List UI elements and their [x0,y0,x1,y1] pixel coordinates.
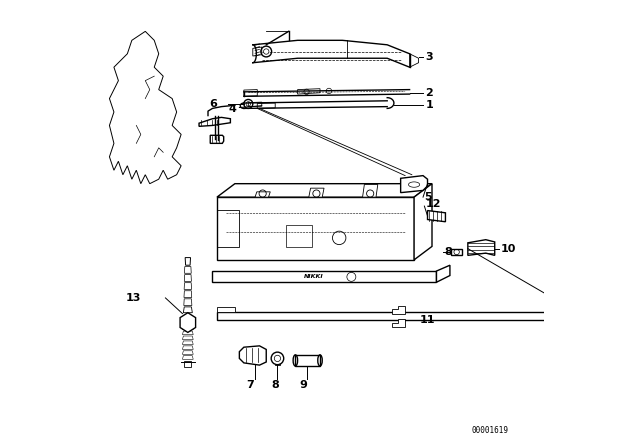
Polygon shape [180,313,196,332]
Polygon shape [414,184,432,260]
Text: 9: 9 [300,380,307,390]
Text: 6: 6 [209,99,217,109]
Circle shape [264,49,269,54]
Text: 8: 8 [271,380,279,390]
Polygon shape [436,265,450,282]
Polygon shape [451,249,463,255]
Polygon shape [184,291,192,297]
Text: 3: 3 [425,52,433,62]
Text: 10: 10 [500,244,516,254]
Polygon shape [309,188,324,197]
Polygon shape [255,192,270,197]
Polygon shape [363,185,378,197]
Text: NIKKI: NIKKI [303,274,323,280]
Text: 00001619: 00001619 [472,426,509,435]
Text: 8: 8 [445,247,452,257]
Text: 2: 2 [425,88,433,98]
Text: 5: 5 [424,192,432,202]
Polygon shape [296,355,320,366]
Polygon shape [217,197,414,260]
Text: 7: 7 [246,380,255,390]
Polygon shape [428,211,445,222]
Text: 11: 11 [420,315,435,325]
Polygon shape [184,299,192,306]
Circle shape [271,352,284,365]
Polygon shape [217,184,432,197]
Polygon shape [184,267,191,273]
Polygon shape [184,283,191,289]
Polygon shape [217,312,584,320]
Polygon shape [212,271,436,282]
Polygon shape [217,307,235,312]
Text: 4: 4 [228,104,236,114]
Text: 13: 13 [125,293,141,303]
Polygon shape [392,319,405,327]
Polygon shape [401,176,428,193]
Text: 1: 1 [425,100,433,110]
Polygon shape [184,275,191,281]
Text: 12: 12 [425,199,441,209]
Polygon shape [392,306,405,314]
Polygon shape [468,240,495,255]
Polygon shape [239,346,266,365]
